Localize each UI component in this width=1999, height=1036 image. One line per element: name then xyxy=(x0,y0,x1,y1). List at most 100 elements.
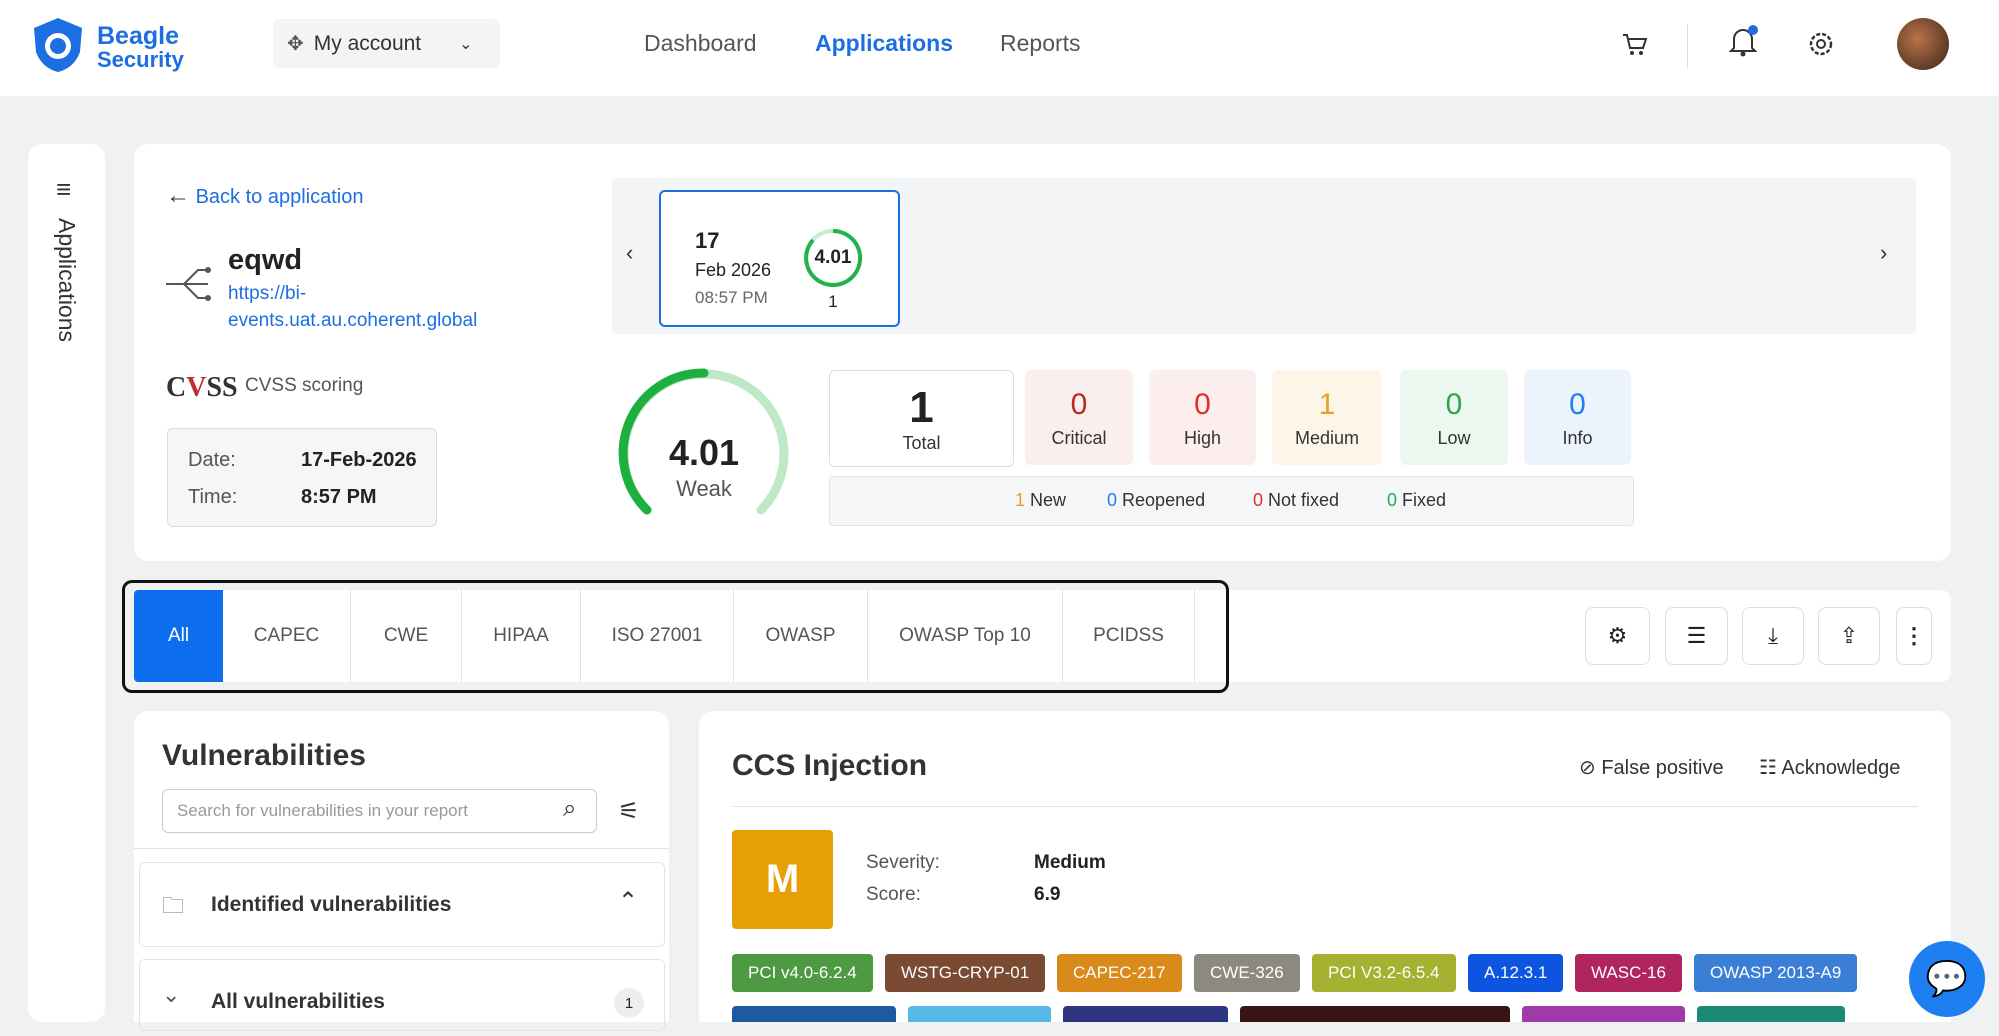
date-box: Date: 17-Feb-2026 Time: 8:57 PM xyxy=(167,428,437,527)
expand-icon[interactable]: ⌄ xyxy=(162,982,181,1007)
total-box[interactable]: 1 Total xyxy=(829,370,1014,467)
app-url[interactable]: https://bi-events.uat.au.coherent.global xyxy=(228,283,478,331)
standard-tag: A.12.3.1 xyxy=(1468,954,1564,992)
app-icon xyxy=(166,267,211,301)
standard-tag: OWASP 2013-A9 xyxy=(1694,954,1858,992)
logo-text: Security xyxy=(97,47,184,72)
share-button[interactable]: ⇪ xyxy=(1818,607,1880,665)
count-label: Medium xyxy=(1294,428,1360,448)
count-value: 0 xyxy=(1070,388,1088,421)
standard-tag: CWE-326 xyxy=(1194,954,1300,992)
status-item: 0 Not fixed xyxy=(1253,490,1339,511)
nav-link[interactable]: Reports xyxy=(1000,30,1081,56)
account-dropdown[interactable]: ✥ My account ⌄ xyxy=(273,19,500,68)
filter-tab[interactable]: CAPEC xyxy=(223,590,351,682)
severity-count-box[interactable]: 0 High xyxy=(1149,370,1256,465)
filter-icon[interactable]: ⚟ xyxy=(618,798,640,825)
tab-bar: ⚙ ☰ ⤓ ⇪ ⋮ All CAPEC CWE HIPAA ISO 27001 OWASP… xyxy=(122,580,1951,693)
next-arrow[interactable]: › xyxy=(1880,240,1888,265)
status-label: New xyxy=(1030,490,1067,510)
count-label: Total xyxy=(902,433,941,453)
severity-count-box[interactable]: 0 Info xyxy=(1524,370,1631,465)
all-vulnerabilities-row[interactable]: ⌄ All vulnerabilities 1 xyxy=(139,959,665,1031)
filter-tab[interactable]: CWE xyxy=(351,590,462,682)
cart-icon[interactable] xyxy=(1620,30,1648,58)
false-positive-button[interactable]: ⊘ False positive xyxy=(1579,757,1724,779)
status-value: 1 xyxy=(1015,490,1026,510)
settings-button[interactable]: ⚙ xyxy=(1585,607,1650,665)
status-item: 0 Fixed xyxy=(1387,490,1446,511)
nav-link[interactable]: Applications xyxy=(815,30,954,56)
count-value: 0 xyxy=(1445,388,1463,421)
logo-icon xyxy=(34,18,82,72)
standard-tag: PCI v4.0-6.2.4 xyxy=(732,954,873,992)
status-item: 1 New xyxy=(1015,490,1066,511)
more-tags xyxy=(732,1006,1918,1022)
status-value: 0 xyxy=(1253,490,1264,510)
count-value: 0 xyxy=(1569,388,1586,421)
summary-card: ← Back to application eqwd https://bi-ev… xyxy=(134,144,1951,561)
chat-button[interactable]: 💬 xyxy=(1909,941,1985,1017)
group-header[interactable]: 🗀 Identified vulnerabilities ⌃ xyxy=(139,862,665,947)
severity-badge: M xyxy=(732,830,833,929)
scan-strip: ‹ › 17 Feb 2026 08:57 PM 4.01 1 xyxy=(612,178,1916,334)
nav-link[interactable]: Dashboard xyxy=(644,30,757,56)
cvss-label: CVSS scoring xyxy=(245,375,364,396)
download-button[interactable]: ⤓ xyxy=(1742,607,1804,665)
count-label: Low xyxy=(1437,428,1471,448)
standard-tag: CAPEC-217 xyxy=(1057,954,1182,992)
cvss-logo: CVSS xyxy=(166,372,238,403)
filter-tab[interactable]: ISO 27001 xyxy=(581,590,734,682)
divider xyxy=(1687,24,1688,68)
gauge-rating: Weak xyxy=(676,476,732,501)
filter-tab[interactable]: OWASP Top 10 xyxy=(868,590,1063,682)
search-icon[interactable]: ⌕ xyxy=(563,795,577,822)
scan-card[interactable]: 17 Feb 2026 08:57 PM 4.01 1 xyxy=(659,190,900,327)
severity-count-box[interactable]: 0 Critical xyxy=(1025,370,1133,465)
group-title: Identified vulnerabilities xyxy=(211,893,452,916)
sidebar-label[interactable]: Applications xyxy=(54,218,80,343)
scan-score-ring xyxy=(804,228,863,287)
standard-tag: WASC-16 xyxy=(1575,954,1682,992)
count-badge: 1 xyxy=(614,988,644,1018)
notification-icon[interactable] xyxy=(1728,24,1758,58)
detail-panel: CCS Injection ⊘ False positive ☷ Acknowl… xyxy=(699,711,1951,1022)
acknowledge-button[interactable]: ☷ Acknowledge xyxy=(1759,757,1901,779)
sidebar: ≡ Applications xyxy=(28,144,105,1022)
prev-arrow[interactable]: ‹ xyxy=(626,240,634,265)
avatar[interactable] xyxy=(1897,18,1949,70)
severity-value: Medium xyxy=(1034,852,1106,873)
filter-bug-button[interactable]: ☰ xyxy=(1665,607,1728,665)
more-button[interactable]: ⋮ xyxy=(1896,607,1932,665)
scan-time: 08:57 PM xyxy=(695,288,768,307)
top-bar: Beagle Security ✥ My account ⌄ Dashboard… xyxy=(0,0,1999,96)
acknowledge-label: Acknowledge xyxy=(1781,757,1901,779)
menu-icon[interactable]: ≡ xyxy=(56,174,72,204)
status-value: 0 xyxy=(1107,490,1118,510)
filter-tab[interactable]: OWASP xyxy=(734,590,868,682)
highlight-box xyxy=(122,580,1229,693)
scan-day: 17 xyxy=(695,228,720,253)
collapse-icon[interactable]: ⌃ xyxy=(618,888,639,915)
search-box[interactable]: Search for vulnerabilities in your repor… xyxy=(162,789,597,833)
standard-tag: WSTG-CRYP-01 xyxy=(885,954,1046,992)
count-label: Critical xyxy=(1051,428,1107,448)
filter-tab[interactable]: HIPAA xyxy=(462,590,581,682)
gauge-score: 4.01 xyxy=(668,432,740,473)
severity-count-box[interactable]: 1 Medium xyxy=(1272,370,1382,465)
settings-icon[interactable] xyxy=(1806,29,1836,59)
count-label: Info xyxy=(1562,428,1593,448)
filter-tab[interactable]: PCIDSS xyxy=(1063,590,1195,682)
filter-tab[interactable]: All xyxy=(134,590,223,682)
count-value: 0 xyxy=(1194,388,1211,421)
standard-tag: PCI V3.2-6.5.4 xyxy=(1312,954,1456,992)
panel-title: Vulnerabilities xyxy=(162,739,366,772)
status-value: 0 xyxy=(1387,490,1398,510)
back-link[interactable]: ← Back to application xyxy=(166,182,364,209)
severity-count-box[interactable]: 0 Low xyxy=(1400,370,1508,465)
date-value: 17-Feb-2026 xyxy=(301,449,417,471)
count-label: High xyxy=(1183,428,1222,448)
back-text: Back to application xyxy=(195,186,364,208)
score-label: Score: xyxy=(866,884,921,905)
